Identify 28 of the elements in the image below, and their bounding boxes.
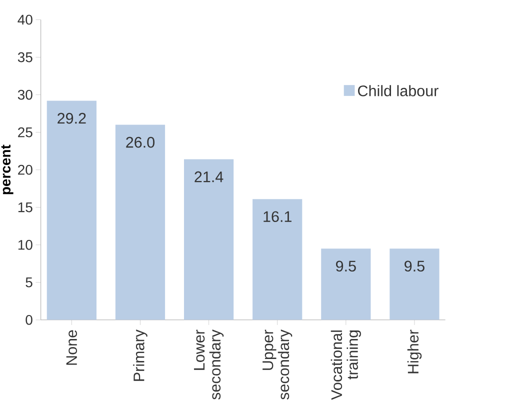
x-tick-label: Primary (133, 330, 148, 381)
bar (390, 248, 440, 320)
y-tick-label: 35 (18, 52, 32, 62)
bar (46, 100, 96, 320)
x-tick-label: Vocational training (330, 330, 361, 400)
y-tick-label: 15 (18, 202, 32, 212)
bar (252, 199, 302, 320)
y-tick-label: 25 (18, 127, 32, 138)
y-tick-label: 5 (26, 278, 32, 288)
data-label: 16.1 (264, 211, 292, 222)
y-tick-label: 40 (18, 14, 32, 25)
legend-label: Child labour (358, 85, 438, 96)
x-tick-label: None (66, 330, 77, 365)
bar (184, 159, 234, 320)
x-tick-label: Lower secondary (194, 330, 224, 400)
data-label: 29.2 (58, 112, 86, 124)
y-tick-label: 0 (26, 314, 32, 325)
bar (115, 124, 166, 320)
data-label: 21.4 (194, 171, 224, 182)
data-label: 9.5 (404, 260, 424, 272)
data-label: 9.5 (336, 260, 356, 272)
bar (321, 248, 371, 320)
data-label: 26.0 (126, 136, 155, 148)
y-tick-label: 20 (18, 164, 32, 175)
y-axis-title: percent (1, 144, 14, 194)
y-tick-label: 30 (18, 90, 32, 100)
x-tick-label: Higher (407, 330, 422, 374)
y-tick-label: 10 (18, 240, 32, 250)
